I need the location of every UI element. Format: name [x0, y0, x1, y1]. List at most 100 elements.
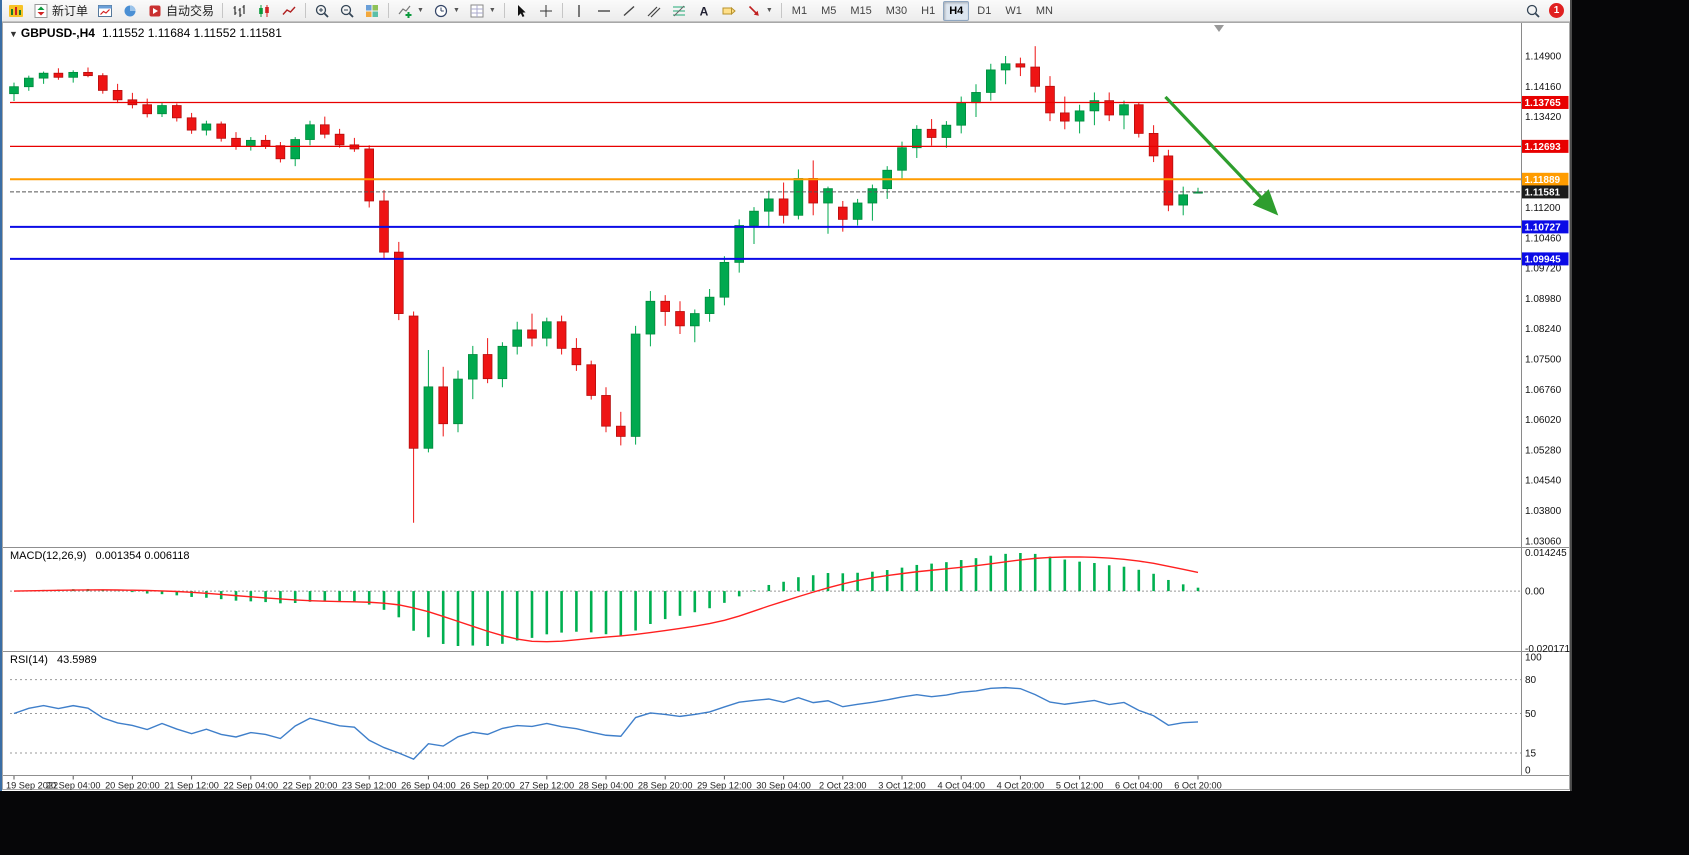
- svg-text:23 Sep 12:00: 23 Sep 12:00: [342, 781, 397, 791]
- svg-text:29 Sep 12:00: 29 Sep 12:00: [697, 781, 752, 791]
- price-badge: 1.13765: [1522, 95, 1569, 109]
- timeframe-M1[interactable]: M1: [791, 4, 808, 17]
- svg-text:27 Sep 12:00: 27 Sep 12:00: [519, 781, 574, 791]
- arrows-icon: [748, 5, 759, 16]
- macd-scale-label: 0.00: [1525, 587, 1545, 598]
- mt4-window: 新订单 自动交易: [0, 0, 1572, 791]
- rsi-scale-label: 50: [1525, 709, 1537, 720]
- price-badge: 1.11889: [1522, 172, 1569, 186]
- svg-text:1.13765: 1.13765: [1525, 98, 1562, 109]
- svg-text:1.05280: 1.05280: [1525, 445, 1562, 456]
- timeframe-D1[interactable]: D1: [977, 4, 992, 17]
- one-click-trading-toggle[interactable]: ▼: [9, 29, 18, 39]
- svg-text:4 Oct 20:00: 4 Oct 20:00: [997, 781, 1045, 791]
- chart-shift-marker: [1214, 25, 1224, 32]
- macd-values: 0.001354 0.006118: [95, 550, 190, 562]
- svg-text:1.04540: 1.04540: [1525, 476, 1562, 487]
- bars-chart-icon: [233, 4, 245, 17]
- text-label-tool[interactable]: [717, 1, 741, 21]
- horizontal-line-icon: [597, 9, 610, 12]
- chart-title: ▼ GBPUSD-,H4 1.11552 1.11684 1.11552 1.115…: [9, 26, 282, 40]
- macd-histogram: [27, 553, 1200, 646]
- toolbar-separator: [222, 3, 224, 18]
- desktop-right-area: [1572, 0, 1689, 855]
- svg-text:20 Sep 04:00: 20 Sep 04:00: [46, 781, 101, 791]
- zoom-in-button[interactable]: [310, 1, 334, 21]
- profiles-button[interactable]: [118, 1, 142, 21]
- price-badge: 1.10727: [1522, 220, 1569, 234]
- svg-text:28 Sep 04:00: 28 Sep 04:00: [579, 781, 634, 791]
- templates-button[interactable]: ▼: [465, 1, 500, 21]
- svg-text:20 Sep 20:00: 20 Sep 20:00: [105, 781, 160, 791]
- svg-text:21 Sep 12:00: 21 Sep 12:00: [164, 781, 219, 791]
- timeframe-M30[interactable]: M30: [885, 4, 908, 17]
- svg-text:19 Sep 2022: 19 Sep 2022: [6, 781, 58, 791]
- price-badge: 1.09945: [1522, 252, 1569, 266]
- autotrading-icon: [149, 5, 161, 16]
- svg-text:26 Sep 20:00: 26 Sep 20:00: [460, 781, 515, 791]
- timeframe-H4[interactable]: H4: [943, 0, 970, 21]
- svg-text:1.11581: 1.11581: [1525, 187, 1561, 198]
- arrows-tool[interactable]: ▼: [742, 1, 777, 21]
- new-chart-button[interactable]: [93, 1, 117, 21]
- chart-canvas[interactable]: 1.149001.141601.134201.126801.119401.112…: [2, 22, 1570, 791]
- rsi-name: RSI(14): [10, 654, 48, 666]
- toolbar-separator: [561, 3, 563, 18]
- horizontal-line-tool[interactable]: [592, 1, 616, 21]
- crosshair-tool-button[interactable]: [534, 1, 558, 21]
- timeframe-H1[interactable]: H1: [921, 4, 936, 17]
- svg-text:6 Oct 20:00: 6 Oct 20:00: [1174, 781, 1222, 791]
- search-button[interactable]: [1521, 1, 1545, 21]
- periods-button[interactable]: ▼: [429, 1, 464, 21]
- svg-text:1.10727: 1.10727: [1525, 222, 1562, 233]
- crosshair-icon: [539, 4, 552, 17]
- zoom-out-button[interactable]: [335, 1, 359, 21]
- chevron-down-icon: ▼: [765, 7, 773, 14]
- svg-text:26 Sep 04:00: 26 Sep 04:00: [401, 781, 456, 791]
- svg-text:28 Sep 20:00: 28 Sep 20:00: [638, 781, 693, 791]
- svg-text:1.03060: 1.03060: [1525, 536, 1562, 547]
- trend-line-icon: [623, 5, 635, 16]
- macd-name: MACD(12,26,9): [10, 550, 87, 562]
- text-tool[interactable]: A: [692, 1, 716, 21]
- periods-clock-icon: [434, 4, 448, 17]
- toolbar-separator: [503, 3, 505, 18]
- macd-label: MACD(12,26,9) 0.001354 0.006118: [10, 550, 189, 562]
- rsi-scale-label: 0: [1525, 766, 1531, 777]
- line-chart-button[interactable]: [277, 1, 301, 21]
- timeframe-M15[interactable]: M15: [850, 4, 872, 17]
- candles-chart-button[interactable]: [252, 1, 276, 21]
- cursor-tool-button[interactable]: [509, 1, 533, 21]
- svg-text:1.06020: 1.06020: [1525, 415, 1562, 426]
- toolbar-separator: [388, 3, 390, 18]
- channel-tool[interactable]: [642, 1, 666, 21]
- timeframe-MN[interactable]: MN: [1035, 4, 1053, 17]
- timeframe-M5[interactable]: M5: [821, 4, 837, 17]
- svg-text:1.14900: 1.14900: [1525, 52, 1562, 63]
- bars-chart-button[interactable]: [227, 1, 251, 21]
- svg-text:1.12693: 1.12693: [1525, 142, 1562, 153]
- candlestick-series: [9, 46, 1203, 523]
- svg-text:2 Oct 23:00: 2 Oct 23:00: [819, 781, 867, 791]
- notification-badge[interactable]: 1: [1549, 3, 1564, 18]
- svg-text:A: A: [700, 4, 709, 18]
- svg-text:4 Oct 04:00: 4 Oct 04:00: [937, 781, 985, 791]
- fibonacci-icon: [672, 5, 685, 16]
- trend-line-tool[interactable]: [617, 1, 641, 21]
- indicators-button[interactable]: ▼: [393, 1, 428, 21]
- vertical-line-tool[interactable]: [567, 1, 591, 21]
- fibonacci-tool[interactable]: [667, 1, 691, 21]
- svg-text:1.06760: 1.06760: [1525, 385, 1562, 396]
- macd-scale-label: -0.020171: [1525, 644, 1570, 655]
- rsi-value: 43.5989: [56, 654, 97, 666]
- tile-windows-button[interactable]: [360, 1, 384, 21]
- new-order-button[interactable]: 新订单: [29, 1, 92, 21]
- text-label-icon: [722, 6, 736, 15]
- svg-text:30 Sep 04:00: 30 Sep 04:00: [756, 781, 811, 791]
- tile-windows-icon: [366, 4, 379, 17]
- autotrading-button[interactable]: 自动交易: [143, 1, 218, 21]
- timeframe-W1[interactable]: W1: [1005, 4, 1022, 17]
- chevron-down-icon: ▼: [452, 7, 460, 14]
- chevron-down-icon: ▼: [417, 7, 424, 14]
- notification-count: 1: [1553, 5, 1560, 16]
